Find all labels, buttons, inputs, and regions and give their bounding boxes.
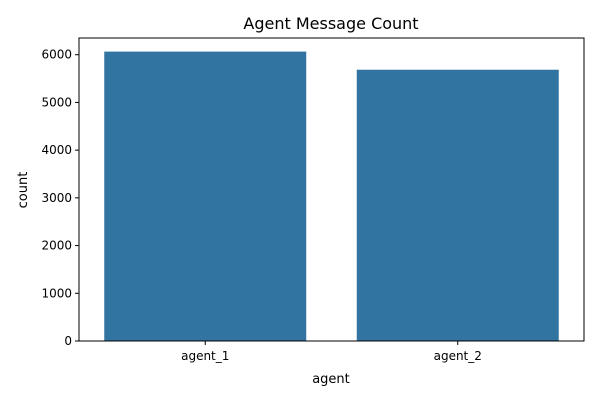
x-axis-label: agent [312,372,350,387]
y-axis-label: count [16,172,31,209]
y-tick-label-0: 0 [64,334,72,348]
y-tick-label-6000: 6000 [41,48,72,62]
chart-title: Agent Message Count [243,14,418,33]
bar-agent_2 [356,69,559,341]
bar-agent_1 [104,51,307,341]
y-tick-label-4000: 4000 [41,143,72,157]
y-tick-label-2000: 2000 [41,239,72,253]
x-tick-label-agent_1: agent_1 [181,349,229,363]
axes-frame [78,37,585,342]
x-tick-label-agent_2: agent_2 [434,349,482,363]
plot-area: 0 1000 2000 3000 4000 5000 6000 agent_1 agent_2 [41,37,585,363]
y-tick-label-3000: 3000 [41,191,72,205]
y-tick-label-5000: 5000 [41,95,72,109]
y-tick-label-1000: 1000 [41,286,72,300]
